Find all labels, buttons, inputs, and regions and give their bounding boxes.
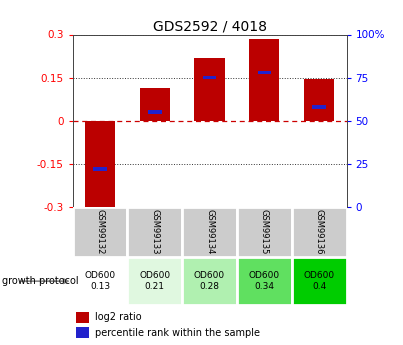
- Bar: [127, 207, 182, 257]
- Text: OD600
0.34: OD600 0.34: [249, 271, 280, 291]
- Text: GSM99135: GSM99135: [260, 209, 269, 255]
- Bar: [182, 257, 237, 305]
- Bar: [73, 257, 127, 305]
- Bar: [140, 88, 170, 121]
- Text: OD600
0.13: OD600 0.13: [84, 271, 116, 291]
- Bar: [249, 39, 279, 121]
- Bar: [258, 71, 271, 74]
- Bar: [203, 76, 216, 79]
- Bar: [312, 105, 326, 109]
- Bar: [237, 257, 292, 305]
- Text: OD600
0.21: OD600 0.21: [139, 271, 170, 291]
- Bar: [73, 207, 127, 257]
- Bar: [237, 207, 292, 257]
- Text: percentile rank within the sample: percentile rank within the sample: [95, 328, 260, 337]
- Bar: [292, 257, 347, 305]
- Text: OD600
0.4: OD600 0.4: [303, 271, 335, 291]
- Bar: [182, 207, 237, 257]
- Text: GSM99134: GSM99134: [205, 209, 214, 255]
- Bar: [76, 312, 89, 323]
- Text: GSM99132: GSM99132: [96, 209, 104, 255]
- Bar: [148, 110, 162, 114]
- Title: GDS2592 / 4018: GDS2592 / 4018: [153, 19, 266, 33]
- Bar: [85, 121, 115, 208]
- Bar: [93, 167, 107, 171]
- Text: GSM99136: GSM99136: [315, 209, 324, 255]
- Bar: [304, 79, 334, 121]
- Text: GSM99133: GSM99133: [150, 209, 159, 255]
- Bar: [76, 327, 89, 338]
- Bar: [127, 257, 182, 305]
- Bar: [195, 58, 224, 121]
- Bar: [292, 207, 347, 257]
- Text: OD600
0.28: OD600 0.28: [194, 271, 225, 291]
- Text: growth protocol: growth protocol: [2, 276, 79, 286]
- Text: log2 ratio: log2 ratio: [95, 312, 142, 322]
